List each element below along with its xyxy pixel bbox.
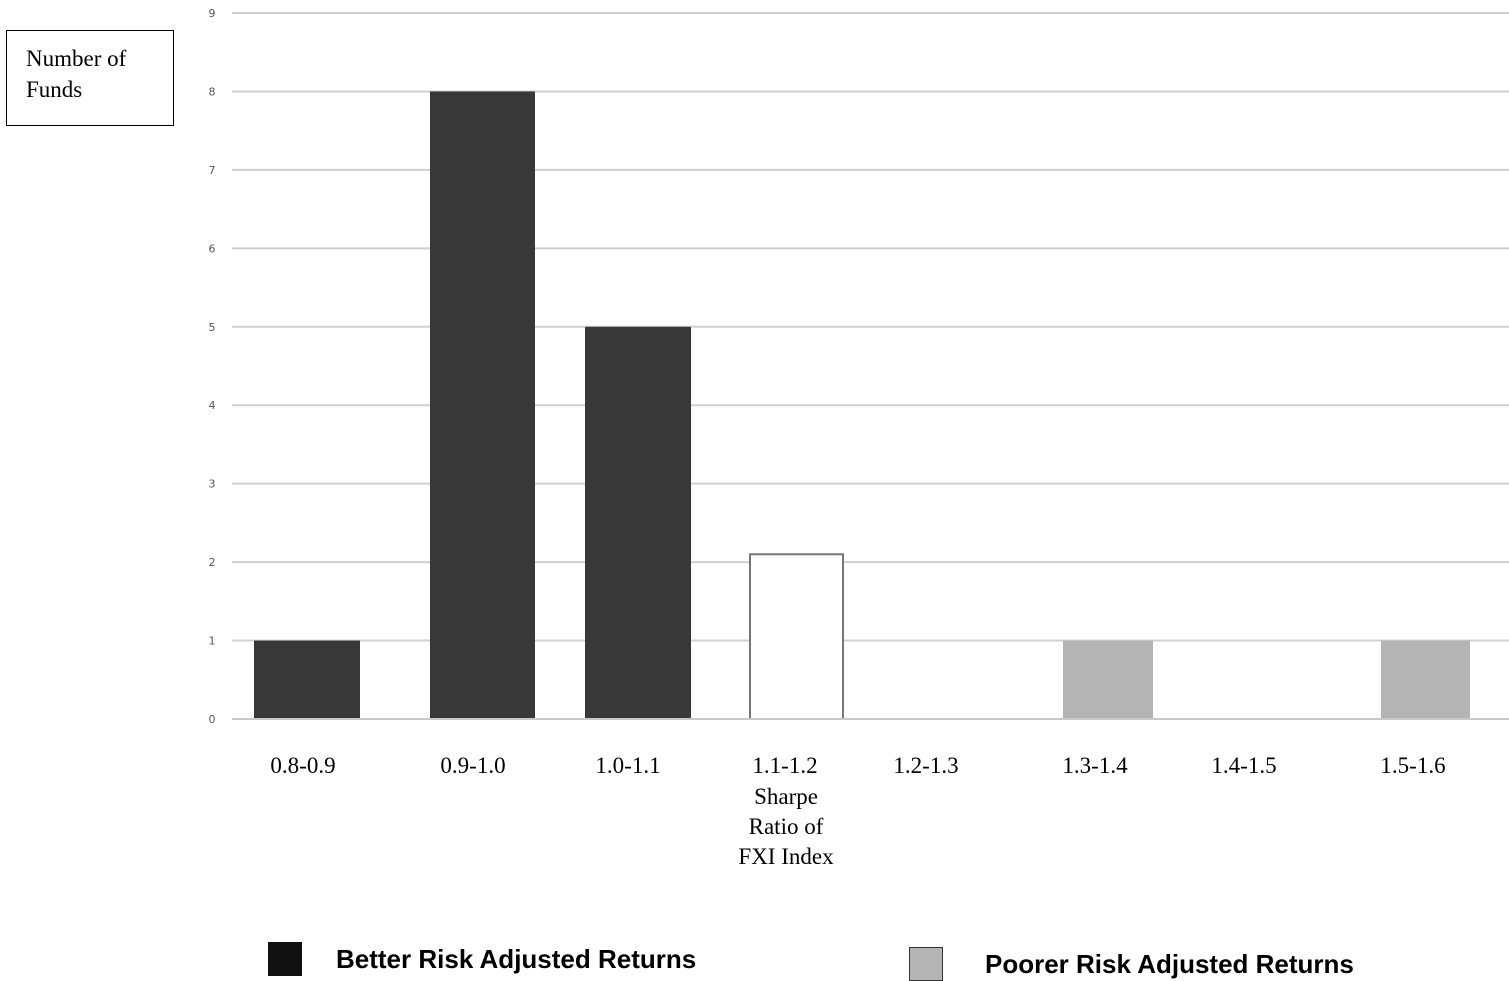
y-tick-label: 6: [209, 242, 216, 255]
x-axis-label-line: FXI Index: [738, 844, 834, 869]
legend-swatch-better: [268, 942, 302, 976]
x-tick-label: 0.9-1.0: [440, 753, 505, 778]
bar: [585, 326, 691, 719]
y-tick-label: 4: [209, 399, 216, 412]
y-tick-label: 2: [209, 556, 216, 569]
y-tick-label: 3: [209, 478, 216, 491]
y-axis-label-line-1: Number of: [26, 46, 127, 71]
bar: [749, 553, 844, 720]
bar: [1381, 640, 1470, 719]
x-axis-label-line: Ratio of: [749, 814, 824, 839]
y-axis-label: Number of Funds: [6, 30, 174, 126]
bar-chart: 0 1 2 3 4 5 6 7 8 9 0.8-0.9 0.9-1.0 1.0-1.1 1.1-1.2 1.…: [209, 7, 1509, 869]
x-tick-label: 1.3-1.4: [1062, 753, 1128, 778]
bar: [254, 640, 360, 719]
y-tick-label: 0: [209, 713, 216, 726]
x-tick-label: 1.0-1.1: [595, 753, 660, 778]
legend-swatch-poorer: [909, 947, 943, 981]
x-tick-label: 0.8-0.9: [270, 753, 335, 778]
y-tick-label: 5: [209, 321, 216, 334]
x-tick-label: 1.2-1.3: [893, 753, 958, 778]
legend-item-poorer: Poorer Risk Adjusted Returns: [909, 947, 1354, 981]
legend-label-better: Better Risk Adjusted Returns: [336, 943, 697, 974]
x-tick-label: 1.5-1.6: [1380, 753, 1445, 778]
x-axis-label-line: Sharpe: [754, 784, 818, 809]
bar: [1063, 640, 1153, 719]
y-axis-label-line-2: Funds: [26, 77, 83, 102]
legend-item-better: Better Risk Adjusted Returns: [268, 942, 696, 976]
y-tick-label: 9: [209, 7, 216, 20]
x-tick-label: 1.4-1.5: [1211, 753, 1276, 778]
y-tick-label: 7: [209, 164, 216, 177]
x-tick-label: 1.1-1.2: [752, 753, 817, 778]
legend-label-poorer: Poorer Risk Adjusted Returns: [985, 948, 1354, 979]
y-tick-label: 1: [209, 635, 216, 648]
y-tick-label: 8: [209, 85, 216, 98]
bar: [430, 91, 535, 719]
